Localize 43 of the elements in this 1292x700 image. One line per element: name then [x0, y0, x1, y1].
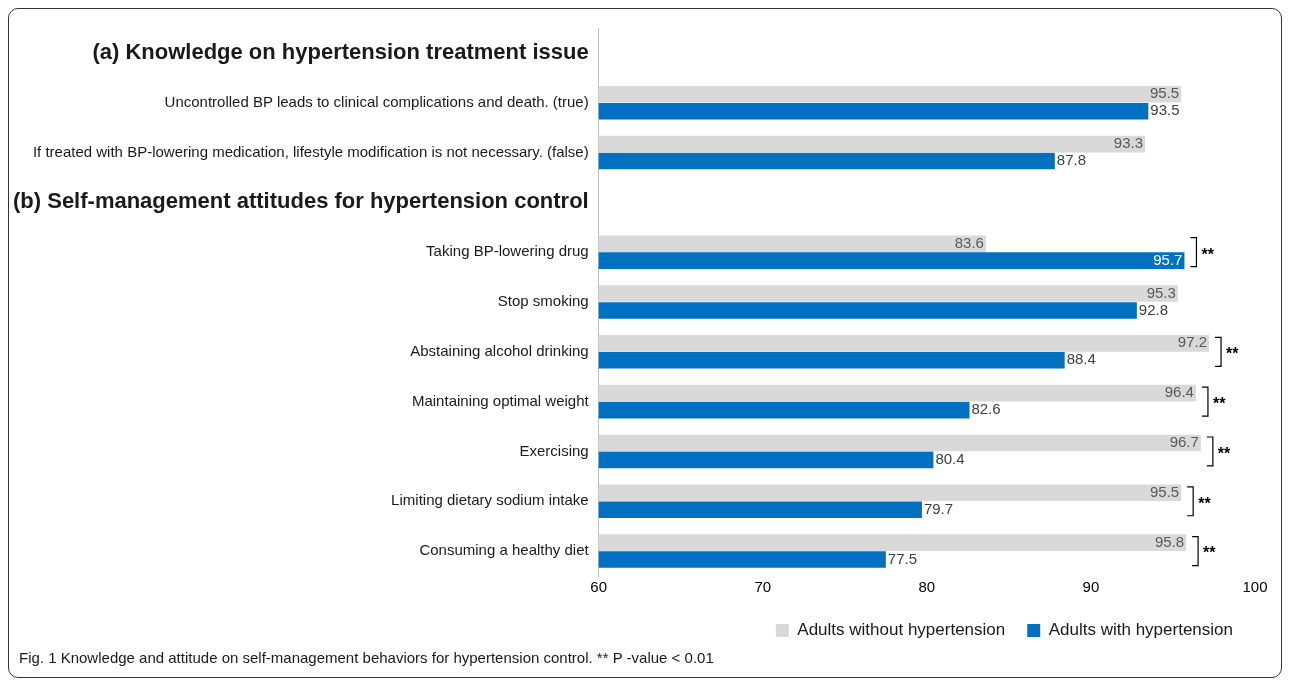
annotation: ** — [1212, 395, 1227, 413]
data-label: 96.7 — [1169, 433, 1199, 451]
data-label: 82.6 — [971, 400, 1001, 418]
data-label: 95.8 — [1154, 532, 1185, 550]
legend-label: Adults without hypertension — [797, 620, 1006, 640]
data-label: 88.4 — [1066, 350, 1096, 368]
data-label: 95.3 — [1146, 283, 1176, 301]
y-tick-label: Consuming a healthy diet — [419, 541, 590, 559]
data-label: 87.8 — [1056, 151, 1087, 169]
data-label: 77.5 — [887, 549, 918, 567]
annotation: ** — [1217, 444, 1232, 462]
x-tick-label: 70 — [754, 578, 772, 596]
legend-label: Adults with hypertension — [1048, 620, 1234, 640]
data-label: 93.3 — [1113, 134, 1144, 152]
data-label: 95.5 — [1149, 84, 1180, 102]
text: (b) Self-management attitudes for hypertension control — [13, 188, 589, 214]
caption: Fig. 1 Knowledge and attitude on self-management behaviors for hypertension control. ** P -value < 0.01 — [19, 649, 715, 666]
y-tick-label: Abstaining alcohol drinking — [410, 341, 589, 359]
y-tick-label: Exercising — [519, 441, 589, 459]
y-tick-label: Maintaining optimal weight — [411, 391, 590, 409]
data-label: 93.5 — [1150, 101, 1180, 119]
data-label: 95.7 — [1153, 250, 1183, 268]
y-tick-label: If treated with BP-lowering medication, lifestyle modification is not necessary. (false) — [32, 142, 589, 160]
data-label: 83.6 — [954, 233, 984, 251]
data-label: 92.8 — [1138, 300, 1169, 318]
annotation: ** — [1198, 494, 1212, 512]
x-tick-label: 100 — [1242, 578, 1268, 596]
text: (a) Knowledge on hypertension treatment issue — [92, 38, 589, 64]
data-label: 97.2 — [1177, 333, 1208, 351]
y-tick-label: Taking BP-lowering drug — [426, 242, 589, 260]
data-label: 79.7 — [923, 499, 954, 517]
annotation: ** — [1203, 544, 1217, 562]
data-label: 96.4 — [1164, 383, 1194, 401]
annotation: ** — [1226, 345, 1240, 363]
y-tick-label: Stop smoking — [497, 292, 589, 310]
x-tick-label: 60 — [590, 578, 608, 596]
data-label: 95.5 — [1149, 482, 1180, 500]
y-tick-label: Limiting dietary sodium intake — [391, 491, 589, 509]
x-tick-label: 80 — [918, 578, 936, 596]
data-label: 80.4 — [935, 450, 965, 468]
annotation: ** — [1201, 245, 1215, 263]
y-tick-label: Uncontrolled BP leads to clinical complications and death. (true) — [164, 92, 589, 110]
x-tick-label: 90 — [1082, 578, 1100, 596]
